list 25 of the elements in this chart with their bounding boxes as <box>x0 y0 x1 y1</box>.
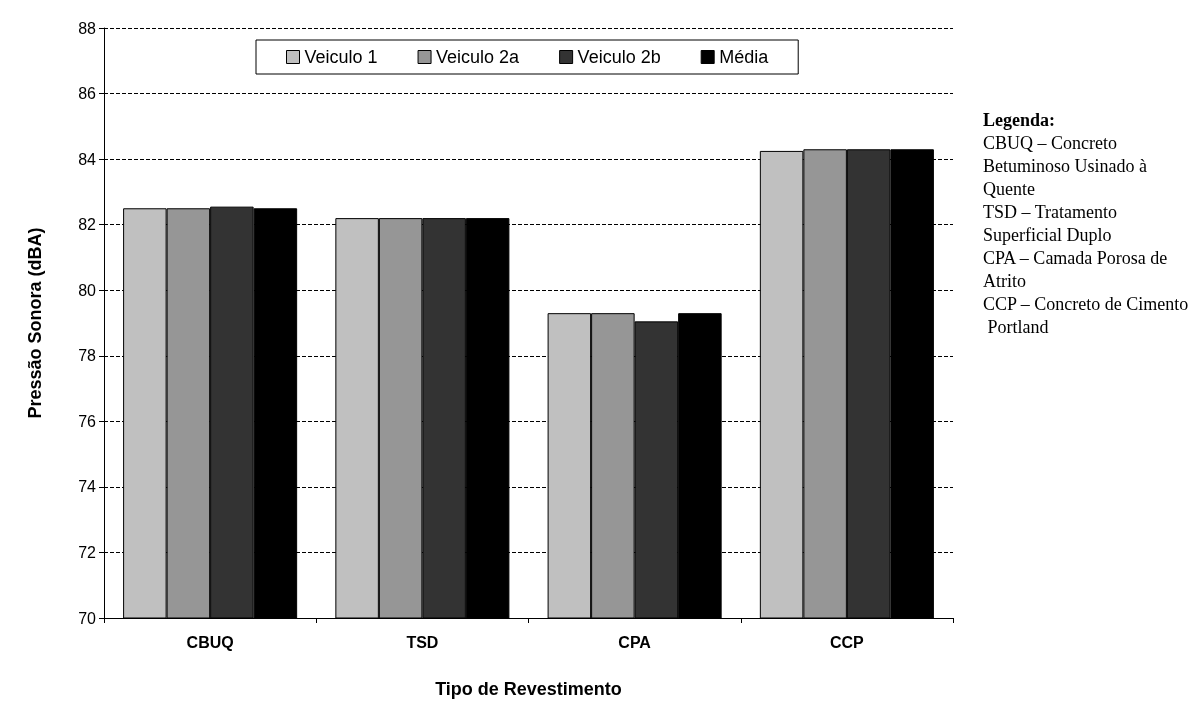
y-tick-label: 82 <box>78 216 97 234</box>
legend-label: Veiculo 1 <box>304 47 378 67</box>
y-axis-title: Pressão Sonora (dBA) <box>25 227 45 419</box>
y-tick-label: 74 <box>78 478 97 496</box>
y-tick-label: 84 <box>78 150 97 168</box>
y-tick-label: 80 <box>78 281 97 299</box>
text: TSD – Tratamento Superficial Duplo <box>983 201 1122 245</box>
text: Legenda: <box>983 109 1055 130</box>
y-tick-label: 78 <box>78 347 97 365</box>
text: CBUQ – Concreto Betuminoso Usinado à Quente <box>983 132 1152 199</box>
legend-label: Média <box>719 47 770 67</box>
y-tick-label: 70 <box>78 609 97 627</box>
text: CPA – Camada Porosa de Atrito <box>983 247 1172 291</box>
x-axis-title: Tipo de Revestimento <box>435 679 622 699</box>
x-tick-label: CBUQ <box>186 633 234 651</box>
x-tick-label: CPA <box>618 633 652 651</box>
y-tick-label: 86 <box>78 85 97 103</box>
legend-label: Veiculo 2a <box>436 47 521 67</box>
text: CCP – Concreto de Cimento Portland <box>983 293 1189 337</box>
y-tick-label: 72 <box>78 543 97 561</box>
legend-label: Veiculo 2b <box>577 47 661 67</box>
x-tick-label: TSD <box>406 633 439 651</box>
y-tick-label: 76 <box>78 412 97 430</box>
x-tick-label: CCP <box>829 633 865 651</box>
y-tick-label: 88 <box>78 19 97 37</box>
